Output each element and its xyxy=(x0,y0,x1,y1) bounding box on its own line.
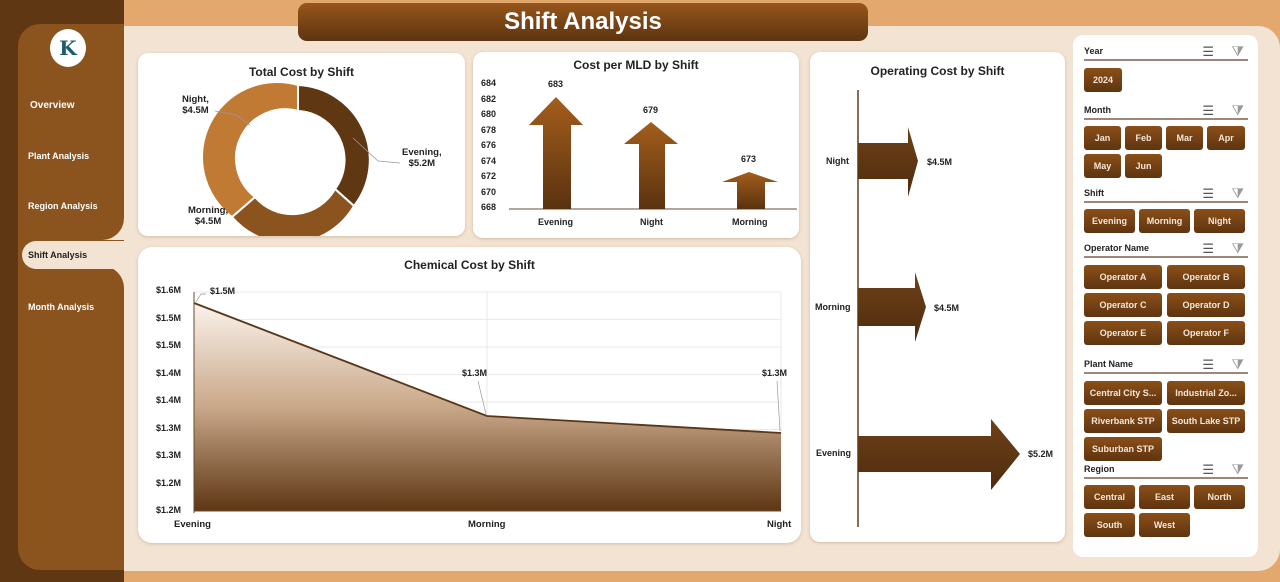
multiselect-icon[interactable]: ☰ xyxy=(1202,186,1214,201)
value-label: $4.5M xyxy=(927,157,953,167)
clear-filter-icon[interactable]: ⧩ xyxy=(1231,185,1245,201)
slicer-shift-night[interactable]: Night xyxy=(1194,209,1245,233)
slicer-region-central[interactable]: Central xyxy=(1084,485,1135,509)
slicer-month-jun[interactable]: Jun xyxy=(1125,154,1162,178)
chemical-cost-card: Chemical Cost by Shift $1.6M $1.5M $1.5M… xyxy=(138,247,801,543)
slicer-panel: Year ☰ ⧩ 2024 Month ☰ ⧩ Jan Feb Mar Apr … xyxy=(1073,35,1258,557)
x-label: Morning xyxy=(732,217,768,227)
slicer-operator-d[interactable]: Operator D xyxy=(1167,293,1245,317)
bar-morning xyxy=(858,272,926,342)
slicer-region-north[interactable]: North xyxy=(1194,485,1245,509)
value-label: $5.2M xyxy=(1028,449,1054,459)
slicer-month-jan[interactable]: Jan xyxy=(1084,126,1121,150)
y-label: Evening xyxy=(816,448,852,458)
clear-filter-icon[interactable]: ⧩ xyxy=(1231,356,1245,372)
slicer-region-west[interactable]: West xyxy=(1139,513,1190,537)
slicer-shift-header: Shift ☰ ⧩ xyxy=(1084,183,1248,203)
y-label: Morning xyxy=(815,302,851,312)
bar-evening xyxy=(858,419,1020,490)
slicer-month-apr[interactable]: Apr xyxy=(1207,126,1245,150)
bar-evening xyxy=(529,97,583,209)
slicer-operator-f[interactable]: Operator F xyxy=(1167,321,1245,345)
slicer-operator-b[interactable]: Operator B xyxy=(1167,265,1245,289)
slicer-month-feb[interactable]: Feb xyxy=(1125,126,1162,150)
operating-cost-card: Operating Cost by Shift Night Morning Ev… xyxy=(810,52,1065,542)
slicer-plant-riverbank[interactable]: Riverbank STP xyxy=(1084,409,1162,433)
slicer-plant-suburban[interactable]: Suburban STP xyxy=(1084,437,1162,461)
multiselect-icon[interactable]: ☰ xyxy=(1202,103,1214,118)
y-label: Night xyxy=(826,156,849,166)
data-label: $1.3M xyxy=(462,368,488,378)
data-label: $1.5M xyxy=(210,286,236,296)
value-label: 679 xyxy=(643,105,659,115)
slicer-plant-industrial-zone[interactable]: Industrial Zo... xyxy=(1167,381,1245,405)
slicer-shift-evening[interactable]: Evening xyxy=(1084,209,1135,233)
label-morning: Morning, $4.5M xyxy=(188,205,229,227)
clear-filter-icon[interactable]: ⧩ xyxy=(1231,43,1245,59)
slicer-region-south[interactable]: South xyxy=(1084,513,1135,537)
nav-notch xyxy=(94,266,124,294)
label-night: Night, $4.5M xyxy=(182,94,209,116)
nav-item-overview[interactable]: Overview xyxy=(30,100,75,111)
slicer-plant-header: Plant Name ☰ ⧩ xyxy=(1084,354,1248,374)
slicer-region-east[interactable]: East xyxy=(1139,485,1190,509)
slicer-region-header: Region ☰ ⧩ xyxy=(1084,459,1248,479)
slice-night xyxy=(201,81,299,219)
multiselect-icon[interactable]: ☰ xyxy=(1202,462,1214,477)
page-title: Shift Analysis xyxy=(298,3,868,41)
arrow-bar-chart xyxy=(509,97,797,210)
slicer-operator-a[interactable]: Operator A xyxy=(1084,265,1162,289)
slicer-operator-c[interactable]: Operator C xyxy=(1084,293,1162,317)
slicer-month-mar[interactable]: Mar xyxy=(1166,126,1203,150)
chart-title: Cost per MLD by Shift xyxy=(573,58,699,72)
slicer-plant-central-city[interactable]: Central City S... xyxy=(1084,381,1162,405)
slicer-month-header: Month ☰ ⧩ xyxy=(1084,100,1248,120)
area-chart xyxy=(193,291,782,513)
nav-item-month-analysis[interactable]: Month Analysis xyxy=(28,302,95,312)
total-cost-card: Total Cost by Shift Night, $4.5M Evening… xyxy=(138,53,465,236)
slicer-year-2024[interactable]: 2024 xyxy=(1084,68,1122,92)
area-series xyxy=(194,303,781,511)
slice-evening xyxy=(297,83,371,208)
logo-text: K xyxy=(59,36,77,60)
bar-night xyxy=(858,127,918,197)
donut-chart xyxy=(201,81,401,236)
bar-night xyxy=(624,122,678,209)
x-label: Night xyxy=(767,519,792,530)
slicer-plant-south-lake[interactable]: South Lake STP xyxy=(1167,409,1245,433)
nav-item-region-analysis[interactable]: Region Analysis xyxy=(28,201,98,211)
slicer-year-header: Year ☰ ⧩ xyxy=(1084,41,1248,61)
arrow-hbar-chart xyxy=(857,90,1020,527)
slicer-operator-e[interactable]: Operator E xyxy=(1084,321,1162,345)
nav-item-plant-analysis[interactable]: Plant Analysis xyxy=(28,151,90,161)
multiselect-icon[interactable]: ☰ xyxy=(1202,44,1214,59)
sidebar xyxy=(18,24,124,570)
multiselect-icon[interactable]: ☰ xyxy=(1202,241,1214,256)
label-evening: Evening, $5.2M xyxy=(402,147,442,169)
x-label: Evening xyxy=(538,217,574,227)
value-label: 683 xyxy=(548,79,564,89)
clear-filter-icon[interactable]: ⧩ xyxy=(1231,102,1245,118)
chart-title: Chemical Cost by Shift xyxy=(404,258,535,272)
slicer-operator-header: Operator Name ☰ ⧩ xyxy=(1084,238,1248,258)
x-label: Evening xyxy=(174,519,211,530)
slicer-month-may[interactable]: May xyxy=(1084,154,1121,178)
multiselect-icon[interactable]: ☰ xyxy=(1202,357,1214,372)
nav-notch xyxy=(94,212,124,240)
clear-filter-icon[interactable]: ⧩ xyxy=(1231,240,1245,256)
clear-filter-icon[interactable]: ⧩ xyxy=(1231,461,1245,477)
x-label: Morning xyxy=(468,519,506,530)
chart-title: Operating Cost by Shift xyxy=(870,64,1005,78)
value-label: $4.5M xyxy=(934,303,960,313)
bar-morning xyxy=(722,172,778,209)
value-label: 673 xyxy=(741,154,757,164)
data-label: $1.3M xyxy=(762,368,788,378)
slicer-shift-morning[interactable]: Morning xyxy=(1139,209,1190,233)
x-label: Night xyxy=(640,217,663,227)
chart-title: Total Cost by Shift xyxy=(248,65,355,79)
logo: K xyxy=(50,29,86,67)
cost-per-mld-card: Cost per MLD by Shift 684 682 680 678 67… xyxy=(473,52,799,238)
nav-item-shift-analysis[interactable]: Shift Analysis xyxy=(22,241,132,269)
